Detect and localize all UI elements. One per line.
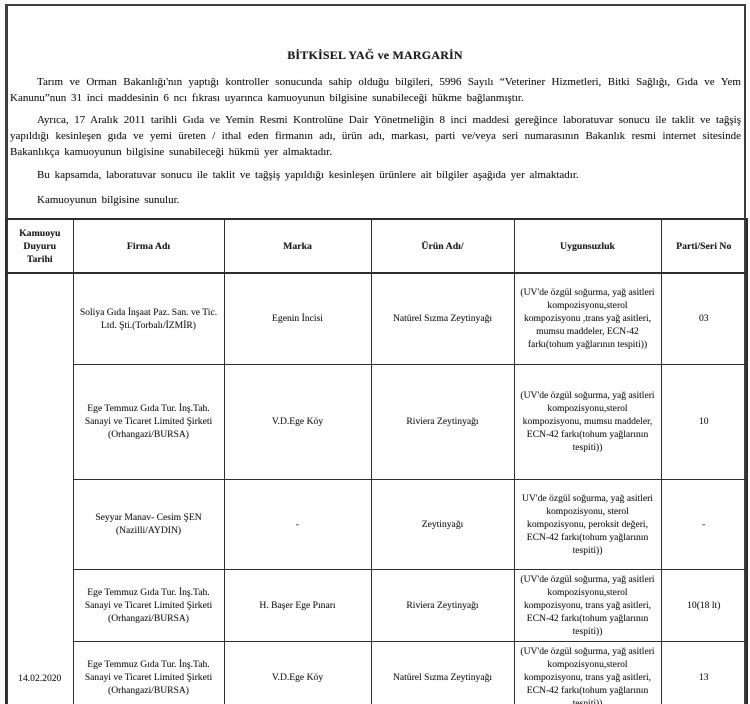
- announcement-table: Kamuoyu Duyuru Tarihi Firma Adı Marka Ür…: [5, 218, 748, 704]
- cell-marka: H. Başer Ege Pınarı: [223, 568, 372, 642]
- cell-uygunsuzluk: (UV'de özgül soğurma, yağ asitleri kompo…: [513, 363, 662, 480]
- announcement-date: 14.02.2020: [18, 673, 62, 684]
- cell-parti-seri-no: 03: [660, 272, 748, 365]
- table-row: Ege Temmuz Gıda Tur. İnş.Tah. Sanayi ve …: [6, 640, 748, 704]
- document-title: BİTKİSEL YAĞ ve MARGARİN: [287, 48, 463, 62]
- cell-marka: V.D.Ege Köy: [223, 363, 372, 480]
- intro-paragraph-regulation: Ayrıca, 17 Aralık 2011 tarihli Gıda ve Y…: [10, 114, 741, 158]
- cell-urun-adi: Zeytinyağı: [370, 478, 515, 570]
- table-row: Ege Temmuz Gıda Tur. İnş.Tah. Sanayi ve …: [6, 568, 748, 642]
- col-header-urun-adi: Ürün Adı/: [370, 218, 515, 274]
- col-header-marka: Marka: [223, 218, 372, 274]
- intro-section: Tarım ve Orman Bakanlığı'nın yaptığı kon…: [10, 70, 741, 208]
- cell-marka: -: [223, 478, 372, 570]
- cell-firma-adi: Soliya Gıda İnşaat Paz. San. ve Tic. Ltd…: [72, 272, 225, 365]
- table-row: 14.02.2020 Soliya Gıda İnşaat Paz. San. …: [5, 272, 748, 704]
- cell-uygunsuzluk: (UV'de özgül soğurma, yağ asitleri kompo…: [513, 640, 662, 704]
- col-header-uygunsuzluk: Uygunsuzluk: [513, 218, 662, 274]
- cell-marka: V.D.Ege Köy: [223, 640, 372, 704]
- cell-parti-seri-no: 10(18 lt): [660, 568, 748, 642]
- intro-paragraph-legal-basis: Tarım ve Orman Bakanlığı'nın yaptığı kon…: [10, 76, 741, 104]
- cell-uygunsuzluk: (UV'de özgül soğurma, yağ asitleri kompo…: [513, 568, 662, 642]
- cell-uygunsuzluk: (UV'de özgül soğurma, yağ asitleri kompo…: [513, 272, 662, 365]
- cell-parti-seri-no: 13: [660, 640, 748, 704]
- cell-parti-seri-no: -: [660, 478, 748, 570]
- col-header-kamuoyu-duyuru-tarihi: Kamuoyu Duyuru Tarihi: [5, 218, 74, 274]
- cell-uygunsuzluk: UV'de özgül soğurma, yağ asitleri kompoz…: [513, 478, 662, 570]
- table-header-row: Kamuoyu Duyuru Tarihi Firma Adı Marka Ür…: [5, 218, 748, 274]
- col-header-firma-adi: Firma Adı: [72, 218, 225, 274]
- col-header-parti-seri-no: Parti/Seri No: [660, 218, 748, 274]
- table-row: Seyyar Manav- Cesim ŞEN (Nazilli/AYDIN) …: [6, 478, 748, 570]
- cell-firma-adi: Seyyar Manav- Cesim ŞEN (Nazilli/AYDIN): [72, 478, 225, 570]
- cell-urun-adi: Natürel Sızma Zeytinyağı: [370, 640, 515, 704]
- table-row: Ege Temmuz Gıda Tur. İnş.Tah. Sanayi ve …: [6, 363, 748, 480]
- cell-firma-adi: Ege Temmuz Gıda Tur. İnş.Tah. Sanayi ve …: [72, 568, 225, 642]
- cell-marka: Egenin İncisi: [223, 272, 372, 365]
- cell-urun-adi: Natürel Sızma Zeytinyağı: [370, 272, 515, 365]
- cell-urun-adi: Riviera Zeytinyağı: [370, 568, 515, 642]
- cell-duyuru-tarihi: 14.02.2020: [5, 272, 74, 704]
- cell-firma-adi: Ege Temmuz Gıda Tur. İnş.Tah. Sanayi ve …: [72, 363, 225, 480]
- cell-parti-seri-no: 10: [660, 363, 748, 480]
- cell-urun-adi: Riviera Zeytinyağı: [370, 363, 515, 480]
- intro-paragraph-scope: Bu kapsamda, laboratuvar sonucu ile takl…: [37, 169, 579, 181]
- cell-firma-adi: Ege Temmuz Gıda Tur. İnş.Tah. Sanayi ve …: [72, 640, 225, 704]
- intro-paragraph-closing: Kamuoyunun bilgisine sunulur.: [37, 194, 180, 206]
